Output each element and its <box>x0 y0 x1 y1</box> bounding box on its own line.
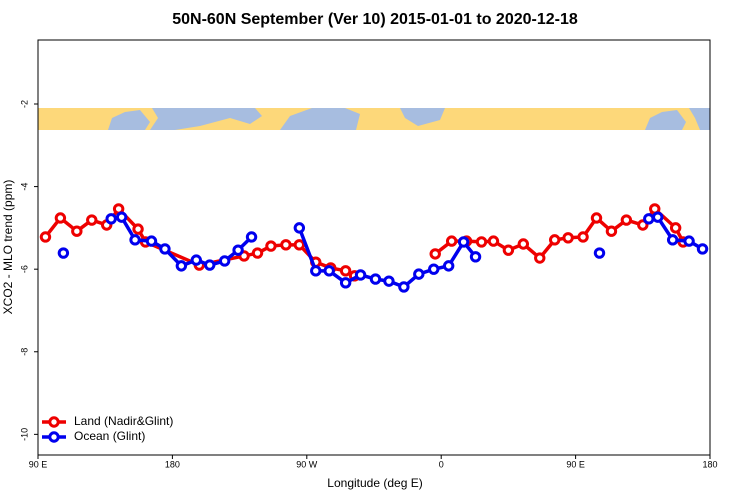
data-point <box>204 259 216 271</box>
data-point <box>354 269 367 281</box>
data-point <box>71 225 83 237</box>
data-point <box>548 234 561 246</box>
data-point <box>383 275 395 287</box>
data-point <box>105 213 117 225</box>
data-point <box>245 231 258 243</box>
data-point <box>369 273 382 285</box>
data-point <box>577 231 589 243</box>
data-point <box>293 239 306 251</box>
x-axis-label: Longitude (deg E) <box>327 476 422 490</box>
data-point <box>398 281 410 293</box>
data-point <box>593 247 606 259</box>
data-point <box>469 251 482 263</box>
data-point <box>218 255 231 267</box>
data-point <box>129 234 141 246</box>
map-ocean <box>689 108 710 130</box>
plot-frame <box>37 39 711 456</box>
data-point <box>442 260 455 272</box>
data-point <box>115 211 128 223</box>
data-point <box>643 213 655 225</box>
data-point <box>428 263 440 275</box>
data-point <box>339 277 352 289</box>
series <box>57 211 709 293</box>
y-tick-label: -4 <box>19 183 29 191</box>
data-point <box>232 244 244 256</box>
x-tick-label: 180 <box>702 459 717 469</box>
data-point <box>429 248 441 260</box>
data-point <box>293 222 306 234</box>
map-ocean <box>280 108 360 130</box>
data-point <box>487 235 500 247</box>
data-point <box>652 211 664 223</box>
x-tick-label: 90 E <box>566 459 585 469</box>
data-point <box>445 235 458 247</box>
data-point <box>517 238 530 250</box>
data-point <box>413 268 425 280</box>
map-ocean <box>150 108 262 130</box>
x-tick-label: 90 E <box>29 459 48 469</box>
data-point <box>57 247 70 259</box>
data-point <box>669 222 682 234</box>
map-band <box>38 108 710 130</box>
data-point <box>190 254 202 266</box>
y-tick-label: -6 <box>19 265 29 273</box>
data-point <box>310 265 322 277</box>
data-point <box>39 231 52 243</box>
x-tick-label: 180 <box>165 459 180 469</box>
map-ocean <box>108 110 150 130</box>
data-point <box>54 212 67 224</box>
data-point <box>590 212 603 224</box>
data-point <box>323 265 335 277</box>
chart-title: 50N-60N September (Ver 10) 2015-01-01 to… <box>172 11 578 28</box>
legend: Land (Nadir&Glint)Ocean (Glint) <box>42 414 173 443</box>
data-point <box>86 214 98 226</box>
data-point <box>683 235 695 247</box>
series <box>39 203 689 282</box>
data-point <box>339 265 352 277</box>
data-point <box>457 236 470 248</box>
data-point <box>696 243 709 255</box>
data-point <box>534 252 546 264</box>
map-ocean <box>400 108 445 126</box>
legend-marker <box>48 416 60 428</box>
x-tick-label: 90 W <box>296 459 318 469</box>
x-tick-label: 0 <box>439 459 444 469</box>
legend-label: Ocean (Glint) <box>74 429 145 443</box>
y-tick-label: -10 <box>19 428 29 441</box>
data-point <box>620 214 633 226</box>
y-tick-label: -2 <box>19 100 29 108</box>
data-point <box>280 239 292 251</box>
legend-marker <box>48 431 60 443</box>
data-point <box>666 234 679 246</box>
data-point <box>502 244 515 256</box>
y-tick-label: -8 <box>19 348 29 356</box>
data-point <box>175 260 188 272</box>
data-point <box>251 247 264 259</box>
map-ocean <box>645 110 686 130</box>
y-axis-label: XCO2 - MLO trend (ppm) <box>1 180 15 315</box>
legend-label: Land (Nadir&Glint) <box>74 414 173 428</box>
data-point <box>475 236 488 248</box>
data-point <box>265 240 277 252</box>
data-point <box>132 223 144 235</box>
data-point <box>605 225 618 237</box>
data-point <box>562 232 574 244</box>
data-point <box>159 243 171 255</box>
data-point <box>145 235 158 247</box>
